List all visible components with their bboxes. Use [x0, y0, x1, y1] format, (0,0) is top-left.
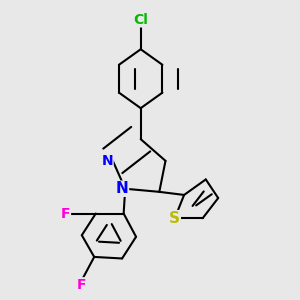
Text: Cl: Cl — [133, 13, 148, 27]
Text: N: N — [101, 154, 113, 168]
Text: N: N — [116, 181, 128, 196]
Text: F: F — [77, 278, 87, 292]
Text: S: S — [169, 211, 180, 226]
Text: F: F — [61, 206, 70, 220]
